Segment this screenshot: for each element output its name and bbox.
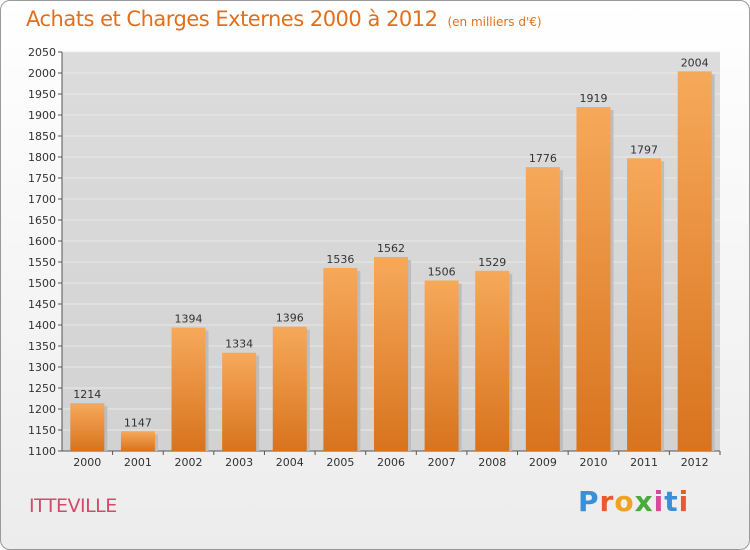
data-label-2009: 1776 <box>529 152 557 165</box>
logo-letter: x <box>634 485 654 518</box>
bar-2005 <box>323 267 358 451</box>
y-tick-label: 1350 <box>28 340 56 353</box>
y-tick-label: 1100 <box>28 445 56 458</box>
chart-title: Achats et Charges Externes 2000 à 2012 <box>26 7 438 31</box>
y-tick-label: 1950 <box>28 88 56 101</box>
x-tick-label-2005: 2005 <box>326 456 354 469</box>
bar-2003 <box>222 352 257 451</box>
x-tick-label-2001: 2001 <box>124 456 152 469</box>
y-tick-label: 1750 <box>28 172 56 185</box>
x-tick-label-2008: 2008 <box>478 456 506 469</box>
logo-letter: r <box>599 485 615 518</box>
logo-letter: P <box>578 485 600 518</box>
bar-2007 <box>424 280 459 451</box>
y-tick-label: 1150 <box>28 424 56 437</box>
chart-subtitle: (en milliers d'€) <box>447 15 542 29</box>
y-tick-label: 1800 <box>28 151 56 164</box>
bar-2006 <box>374 256 408 451</box>
bar-2008 <box>475 270 510 451</box>
x-tick-label-2011: 2011 <box>630 456 658 469</box>
bar-2009 <box>525 167 560 451</box>
data-label-2003: 1334 <box>225 338 253 351</box>
y-tick-label: 1650 <box>28 214 56 227</box>
y-tick-label: 1550 <box>28 256 56 269</box>
plot-area: 1100 1150 1200 1250 1300 1350 1400 1450 1500 1550… <box>28 46 721 469</box>
data-label-2004: 1396 <box>276 312 304 325</box>
bar-2002 <box>171 327 206 451</box>
data-label-2006: 1562 <box>377 242 405 255</box>
y-tick-label: 1300 <box>28 361 56 374</box>
data-label-2001: 1147 <box>124 416 152 429</box>
proxiti-logo: Proxiti <box>578 485 689 518</box>
y-tick-label: 1600 <box>28 235 56 248</box>
bar-2010 <box>576 107 611 452</box>
chart-title-block: Achats et Charges Externes 2000 à 2012 (e… <box>26 7 542 31</box>
x-tick-label-2004: 2004 <box>276 456 304 469</box>
bar-2001 <box>120 431 155 451</box>
x-tick-label-2000: 2000 <box>73 456 101 469</box>
data-label-2005: 1536 <box>326 253 354 266</box>
logo-letter: t <box>664 485 679 518</box>
y-tick-label: 1500 <box>28 277 56 290</box>
y-tick-label: 1700 <box>28 193 56 206</box>
y-tick-label: 1200 <box>28 403 56 416</box>
x-tick-label-2003: 2003 <box>225 456 253 469</box>
logo-letter: i <box>678 485 690 518</box>
logo-letter: i <box>653 485 665 518</box>
data-label-2007: 1506 <box>428 265 456 278</box>
x-tick-label-2010: 2010 <box>579 456 607 469</box>
bar-2012 <box>677 71 712 451</box>
bar-2000 <box>70 403 105 451</box>
x-tick-label-2007: 2007 <box>428 456 456 469</box>
y-tick-label: 2000 <box>28 67 56 80</box>
x-tick-label-2012: 2012 <box>681 456 709 469</box>
y-tick-label: 1850 <box>28 130 56 143</box>
y-tick-label: 2050 <box>28 46 56 59</box>
logo-letter: o <box>614 485 635 518</box>
bar-2011 <box>627 158 662 451</box>
data-label-2000: 1214 <box>73 388 101 401</box>
data-label-2002: 1394 <box>175 313 203 326</box>
x-tick-label-2009: 2009 <box>529 456 557 469</box>
bar-2004 <box>272 326 307 451</box>
x-tick-label-2006: 2006 <box>377 456 405 469</box>
data-label-2011: 1797 <box>630 143 658 156</box>
y-tick-label: 1450 <box>28 298 56 311</box>
data-label-2012: 2004 <box>681 56 709 69</box>
y-tick-label: 1900 <box>28 109 56 122</box>
y-tick-label: 1250 <box>28 382 56 395</box>
x-tick-label-2002: 2002 <box>175 456 203 469</box>
commune-name: ITTEVILLE <box>29 495 117 517</box>
data-label-2010: 1919 <box>579 92 607 105</box>
y-tick-label: 1400 <box>28 319 56 332</box>
data-label-2008: 1529 <box>478 256 506 269</box>
